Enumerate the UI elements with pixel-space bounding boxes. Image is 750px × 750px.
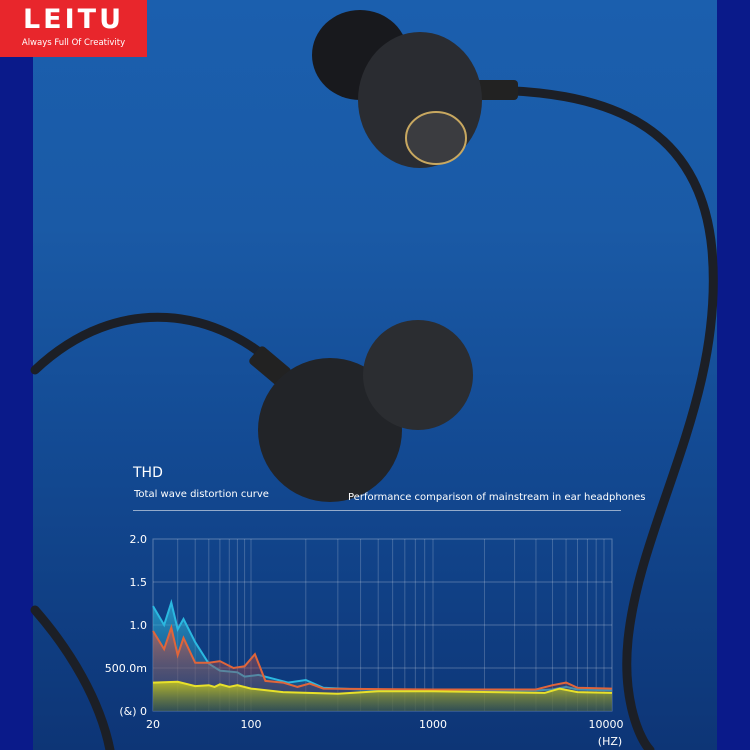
x-tick-label: 100: [241, 718, 262, 731]
series-area-3: [153, 681, 612, 711]
y-tick-label: 2.0: [130, 533, 148, 546]
y-tick-label: (&) 0: [119, 705, 147, 718]
series-line-3: [152, 680, 613, 695]
chart-subtitle: Total wave distortion curve: [134, 489, 269, 500]
x-tick-label: 10000: [589, 718, 624, 731]
brand-logo: LEITU Always Full Of Creativity: [0, 0, 147, 57]
earbud-bottom: [249, 320, 473, 502]
earbud-top: [312, 10, 518, 168]
y-tick-label: 500.0m: [105, 662, 147, 675]
chart-title: THD: [133, 465, 163, 481]
brand-tagline: Always Full Of Creativity: [21, 38, 126, 48]
y-tick-label: 1.5: [130, 576, 148, 589]
divider: [133, 510, 621, 511]
y-tick-label: 1.0: [130, 619, 148, 632]
x-axis-label: (HZ): [598, 735, 622, 748]
chart-caption: Performance comparison of mainstream in …: [348, 492, 646, 503]
earphone-cable-right: [475, 85, 718, 750]
earphone-cable-left: [30, 312, 285, 375]
earphone-cable-lower: [30, 605, 115, 750]
brand-name: LEITU: [22, 4, 125, 35]
x-tick-label: 20: [146, 718, 160, 731]
x-tick-label: 1000: [419, 718, 447, 731]
series-line-2: [152, 623, 613, 691]
